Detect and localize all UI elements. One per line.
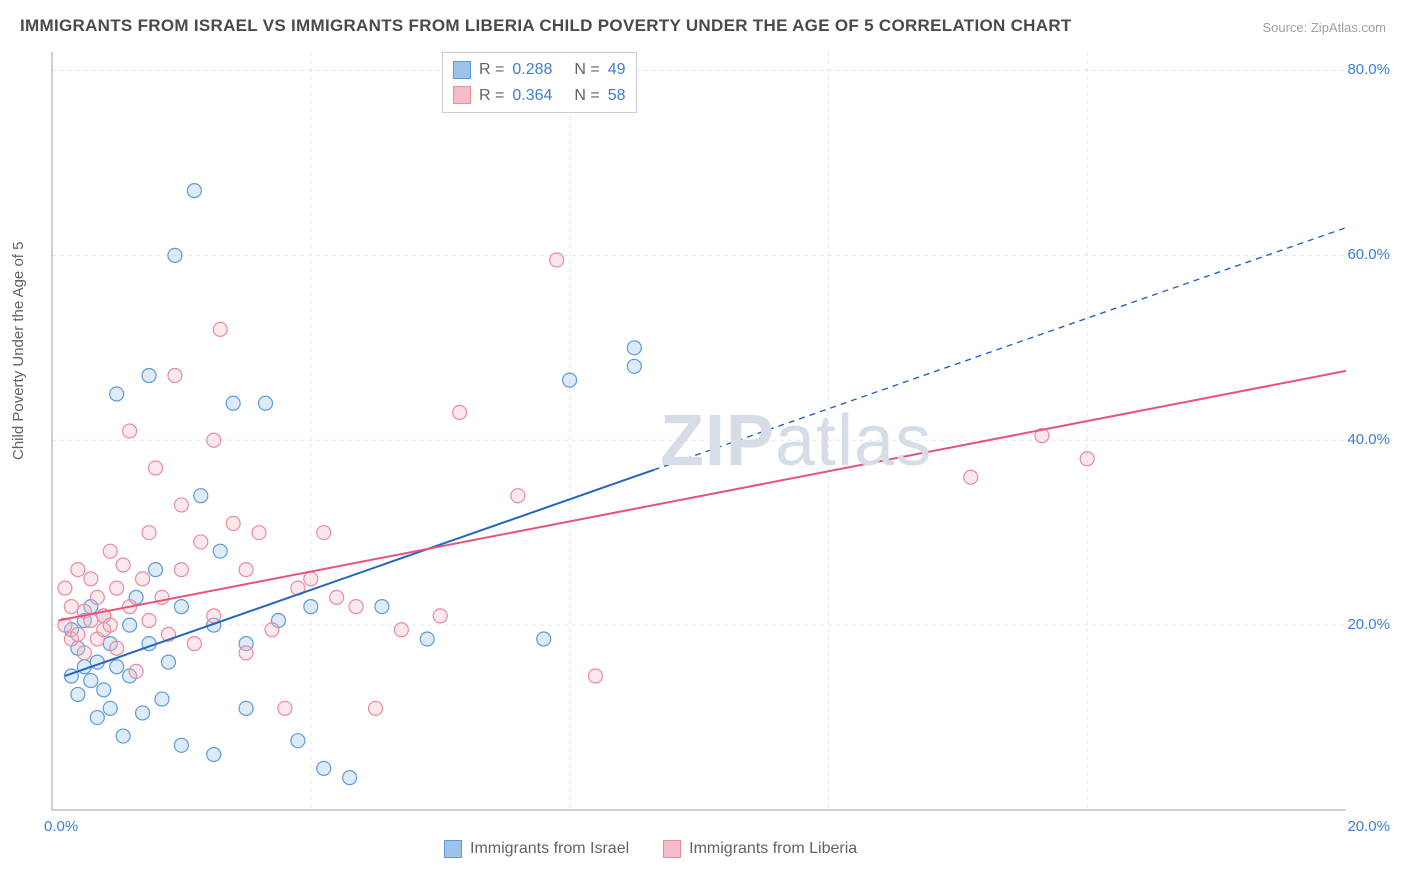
legend-item: Immigrants from Israel	[444, 840, 629, 858]
x-tick-label: 20.0%	[1347, 818, 1390, 835]
chart-title: IMMIGRANTS FROM ISRAEL VS IMMIGRANTS FRO…	[20, 16, 1072, 36]
legend-row: R = 0.364 N = 58	[453, 83, 626, 109]
y-tick-label: 20.0%	[1347, 616, 1390, 633]
legend-swatch	[663, 840, 681, 858]
y-tick-label: 80.0%	[1347, 61, 1390, 78]
correlation-legend: R = 0.288 N = 49 R = 0.364 N = 58	[442, 52, 637, 113]
scatter-chart	[50, 50, 1390, 830]
chart-area: ZIPatlas	[50, 50, 1390, 830]
legend-swatch	[444, 840, 462, 858]
x-tick-label: 0.0%	[44, 818, 78, 835]
series-legend: Immigrants from Israel Immigrants from Li…	[444, 840, 857, 858]
y-tick-label: 60.0%	[1347, 246, 1390, 263]
legend-swatch	[453, 86, 471, 104]
legend-row: R = 0.288 N = 49	[453, 57, 626, 83]
source-attribution: Source: ZipAtlas.com	[1262, 20, 1386, 35]
legend-swatch	[453, 61, 471, 79]
legend-item: Immigrants from Liberia	[663, 840, 857, 858]
y-tick-label: 40.0%	[1347, 431, 1390, 448]
y-axis-label: Child Poverty Under the Age of 5	[10, 242, 27, 460]
